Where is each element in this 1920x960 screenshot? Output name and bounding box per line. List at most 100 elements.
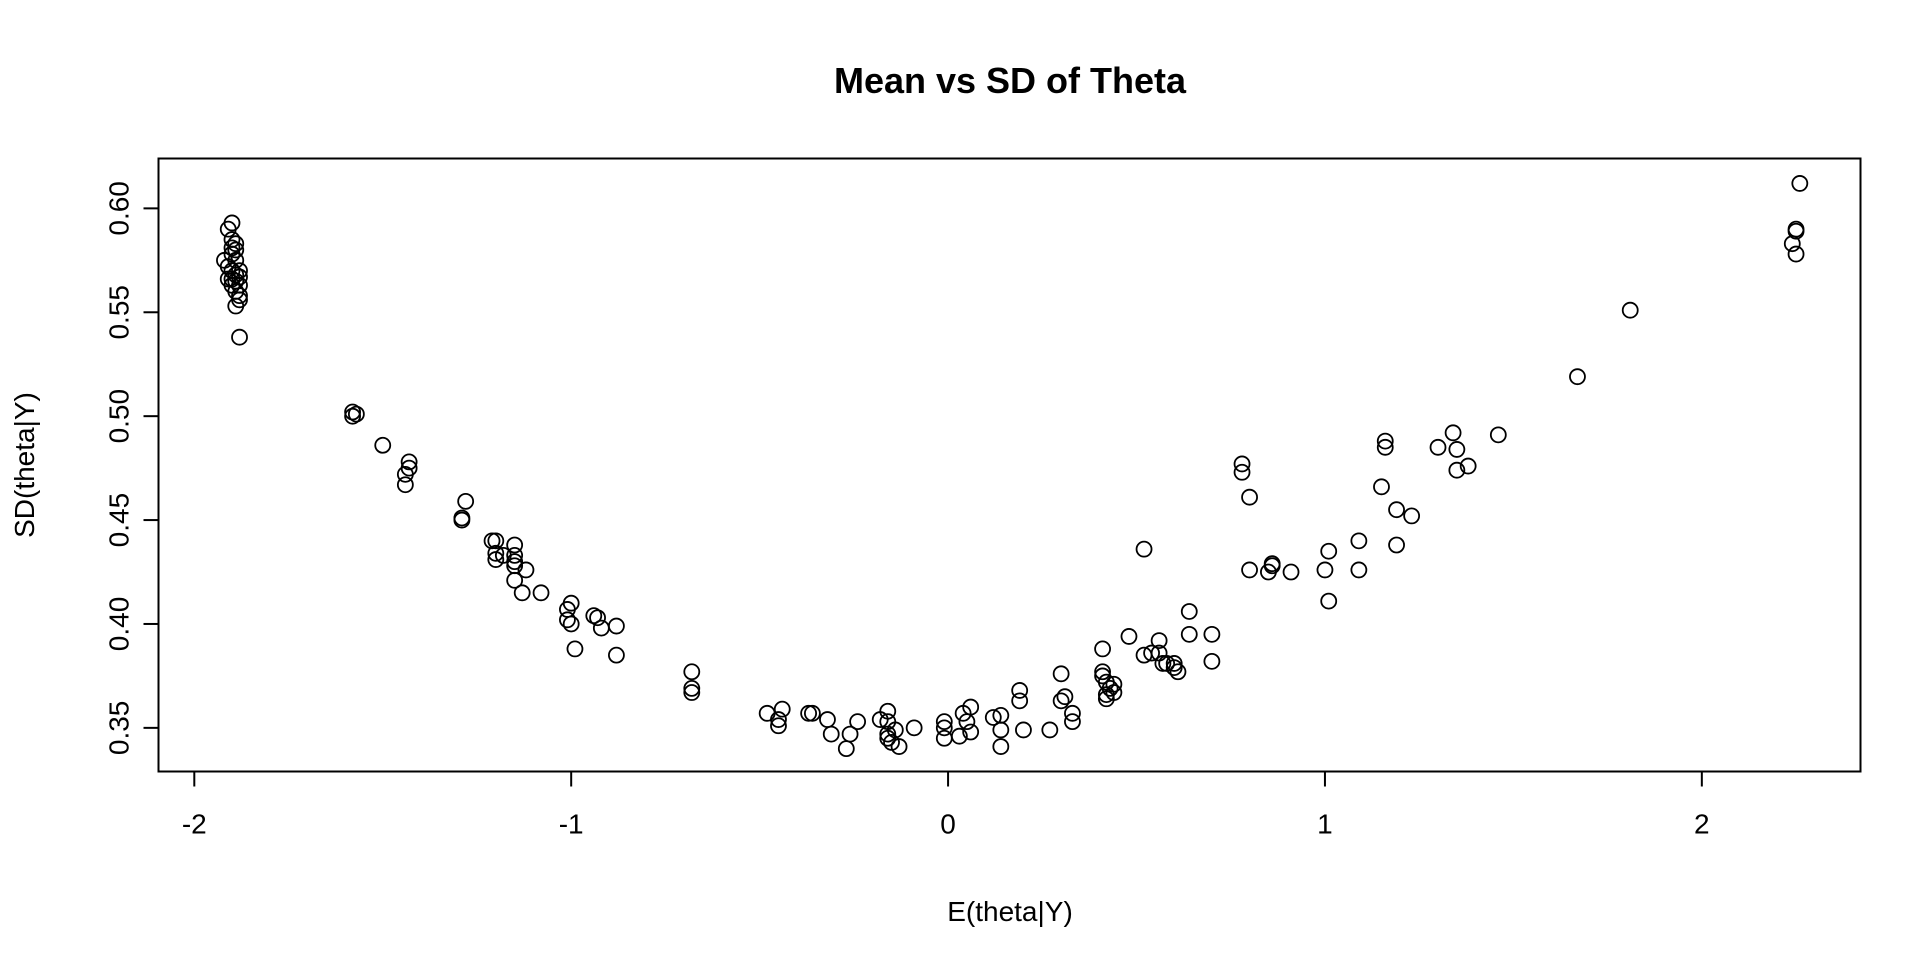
data-point [984,709,1002,726]
data-point [223,214,241,232]
data-point [1241,488,1258,506]
data-point [1403,507,1421,525]
data-point [886,721,904,739]
data-point [992,721,1010,739]
data-point [1015,721,1032,739]
data-point [227,241,245,259]
data-point [770,711,787,728]
data-point [506,553,524,571]
data-point [758,704,776,722]
data-point [1373,478,1390,496]
data-point [1233,463,1251,481]
data-point [585,607,603,625]
data-point [592,619,610,637]
data-point [962,698,980,716]
data-point [1787,245,1805,263]
data-point [1569,368,1586,386]
data-point [890,738,908,755]
data-point [1459,457,1477,475]
data-point [374,436,392,454]
data-point [1150,632,1168,649]
data-point [227,235,245,253]
data-point [935,729,953,747]
data-point [837,740,855,758]
y-tick-label: 0.35 [104,701,135,756]
x-tick-label: -2 [182,809,207,840]
data-point [935,713,953,731]
data-point [683,684,701,701]
data-point [992,738,1010,755]
data-point [962,723,980,741]
x-tick-label: 0 [940,809,956,840]
data-point [849,713,867,731]
data-point [1263,555,1281,573]
data-point [1350,532,1368,550]
data-point [770,717,787,735]
data-point [1052,665,1070,683]
data-point [608,646,625,664]
data-point [396,465,414,483]
data-point [773,700,791,718]
data-point [517,561,535,579]
plot-frame [157,157,1862,773]
data-point [1011,682,1029,699]
data-point [1180,603,1198,620]
data-point [1169,663,1187,681]
data-point [1180,625,1198,643]
data-point [400,453,418,471]
x-axis-label: E(theta|Y) [947,896,1073,927]
data-point [223,239,241,257]
data-point [513,584,531,602]
data-point [1282,563,1300,581]
data-point [803,704,821,722]
data-point [1444,424,1462,442]
x-tick-label: 2 [1694,809,1710,840]
data-point [559,611,576,629]
data-point [1791,175,1809,192]
data-point [683,679,701,697]
data-point [1320,542,1338,560]
data-point [1489,426,1507,444]
data-point [231,268,248,286]
data-point [1388,536,1405,554]
data-point [231,328,248,346]
data-point [1320,592,1338,610]
x-tick-label: -1 [559,809,584,840]
data-point [683,663,701,681]
chart-title: Mean vs SD of Theta [834,60,1187,101]
data-point [1165,655,1183,672]
data-point [1621,301,1639,319]
y-axis: 0.35 0.40 0.45 0.50 0.55 0.60 [104,181,159,755]
data-point [1101,679,1119,697]
data-point [1056,688,1074,706]
data-point [1376,432,1394,450]
data-point [819,711,836,728]
data-point [344,407,361,425]
data-point [1052,692,1070,710]
data-point [1064,713,1081,731]
data-point [532,584,550,602]
data-point [1203,652,1221,670]
data-point [453,511,471,529]
data-point [562,615,580,633]
data-point [879,702,897,720]
data-point [608,617,625,635]
y-tick-label: 0.45 [104,493,135,548]
data-point [1105,684,1123,701]
data-point [506,546,524,564]
data-point [457,492,475,510]
data-point [487,544,505,562]
data-point [1094,663,1111,681]
data-point [344,403,361,421]
data-point [1143,644,1160,662]
data-point [227,251,245,269]
y-axis-label: SD(theta|Y) [9,392,40,538]
data-point [822,725,840,743]
data-point [231,291,248,309]
data-point [506,536,524,554]
data-point [1233,455,1251,473]
data-point [800,704,818,722]
data-point [905,719,923,737]
y-tick-label: 0.60 [104,181,135,236]
